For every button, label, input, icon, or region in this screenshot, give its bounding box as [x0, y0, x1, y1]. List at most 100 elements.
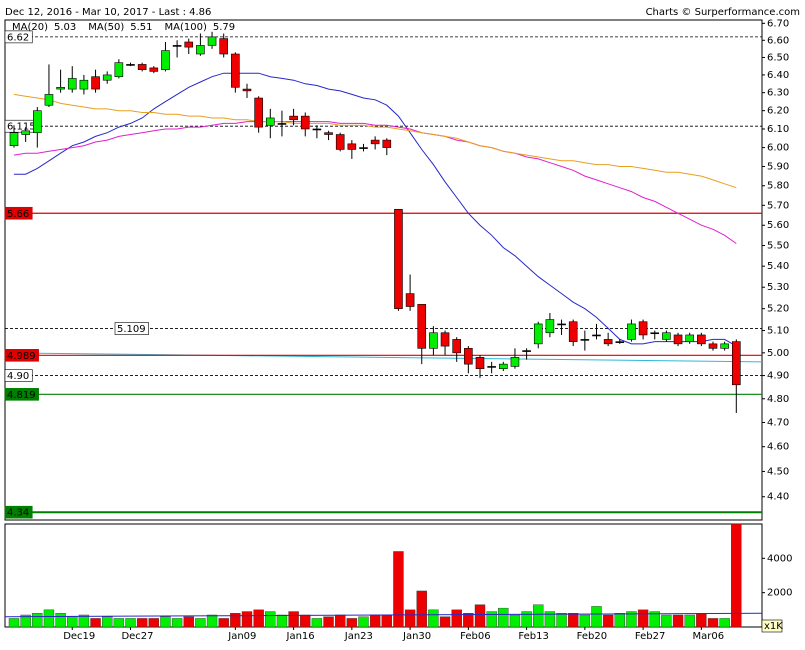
candle-body — [347, 143, 357, 150]
y-tick-label: 4.60 — [767, 442, 789, 453]
candle-body — [79, 79, 89, 90]
candle-body — [638, 321, 648, 336]
legend-name: MA(50) — [88, 22, 124, 33]
candle-body — [324, 132, 333, 135]
y-tick-label: 4.70 — [767, 417, 789, 428]
candle-body — [417, 304, 427, 349]
volume-bar — [626, 611, 637, 628]
y-tick-label: 6.50 — [767, 52, 789, 63]
x-tick-label: Mar06 — [693, 631, 725, 642]
legend-name: MA(100) — [165, 22, 207, 33]
candle-body — [708, 343, 718, 349]
volume-bar — [276, 614, 288, 628]
volume-bar — [428, 609, 439, 628]
candle-body — [172, 45, 182, 47]
volume-unit: x1K — [764, 621, 783, 632]
y-tick-label: 5.90 — [767, 161, 789, 172]
candle-body — [219, 38, 228, 55]
candle-body — [580, 339, 590, 341]
x-tick-label: Dec19 — [63, 631, 95, 642]
volume-bar — [32, 613, 43, 628]
volume-bar — [719, 618, 730, 628]
candle-body — [498, 363, 508, 369]
candle-body — [91, 76, 100, 90]
candle-body — [184, 41, 194, 48]
volume-bar — [661, 614, 672, 628]
volume-tick-label: 2000 — [767, 588, 792, 599]
volume-bar — [288, 611, 299, 628]
level-label-box — [4, 206, 33, 220]
y-tick-label: 4.80 — [767, 394, 789, 405]
volume-bar — [568, 613, 579, 628]
volume-bar — [20, 614, 31, 628]
candle-body — [603, 339, 613, 345]
candle-body — [615, 341, 625, 343]
level-label-box — [4, 30, 33, 44]
volume-bar — [579, 614, 591, 628]
candle-body — [662, 332, 671, 340]
y-tick-label: 6.70 — [767, 18, 789, 29]
moving-average — [13, 93, 737, 189]
level-label: 5.66 — [7, 209, 29, 220]
candle-body — [405, 293, 415, 307]
volume-bar — [241, 611, 253, 628]
x-tick-label: Jan23 — [344, 631, 373, 642]
volume-bar — [393, 551, 404, 628]
candle-body — [149, 67, 159, 72]
volume-bar — [113, 618, 125, 628]
level-label-box — [4, 505, 33, 519]
volume-bar — [206, 614, 218, 628]
candle-body — [568, 321, 578, 342]
x-tick-label: Jan09 — [227, 631, 256, 642]
volume-bar — [404, 609, 416, 628]
volume-bar — [346, 618, 358, 628]
volume-bar — [498, 607, 509, 628]
candle-body — [137, 64, 147, 70]
volume-bar — [451, 609, 462, 628]
volume-bar — [136, 618, 148, 628]
x-tick-label: Feb20 — [577, 631, 607, 642]
y-tick-label: 5.60 — [767, 220, 789, 231]
y-tick-label: 6.60 — [767, 35, 789, 46]
volume-bar — [358, 616, 369, 628]
volume-tick-label: 4000 — [767, 553, 792, 564]
candle-body — [312, 128, 322, 131]
candle-body — [429, 332, 438, 349]
volume-bar — [55, 613, 66, 628]
level-label: 6.115 — [7, 122, 36, 133]
candle-body — [114, 62, 124, 77]
x-tick-label: Jan16 — [286, 631, 315, 642]
chart-credit: Charts © Surperformance.com — [646, 7, 800, 18]
level-label-box — [114, 322, 149, 335]
candle-body — [650, 332, 660, 335]
candle-body — [464, 348, 473, 365]
volume-bar — [486, 611, 497, 628]
volume-unit-box — [761, 619, 783, 633]
volume-bar — [602, 614, 614, 628]
y-tick-label: 5.70 — [767, 200, 789, 211]
candle-body — [592, 334, 601, 337]
volume-average — [4, 612, 763, 618]
level-label-box — [4, 349, 39, 362]
trend-line — [4, 352, 763, 363]
candle-body — [231, 53, 240, 88]
candle-body — [370, 139, 380, 145]
volume-bar — [67, 616, 78, 628]
volume-bar — [556, 613, 567, 628]
legend-name: MA(20) — [12, 22, 48, 33]
volume-bar — [381, 614, 392, 628]
volume-bar — [125, 618, 136, 628]
candle-body — [242, 88, 252, 92]
candle-body — [382, 139, 392, 148]
volume-bar — [637, 609, 649, 628]
y-tick-label: 6.40 — [767, 70, 789, 81]
level-label: 4.90 — [7, 371, 29, 382]
candle-body — [300, 115, 310, 130]
moving-average — [13, 121, 737, 244]
volume-bar — [614, 613, 625, 628]
level-label: 6.62 — [7, 32, 29, 43]
legend-value: 5.03 — [54, 22, 76, 33]
y-tick-label: 6.00 — [767, 143, 789, 154]
volume-bar — [323, 616, 334, 628]
